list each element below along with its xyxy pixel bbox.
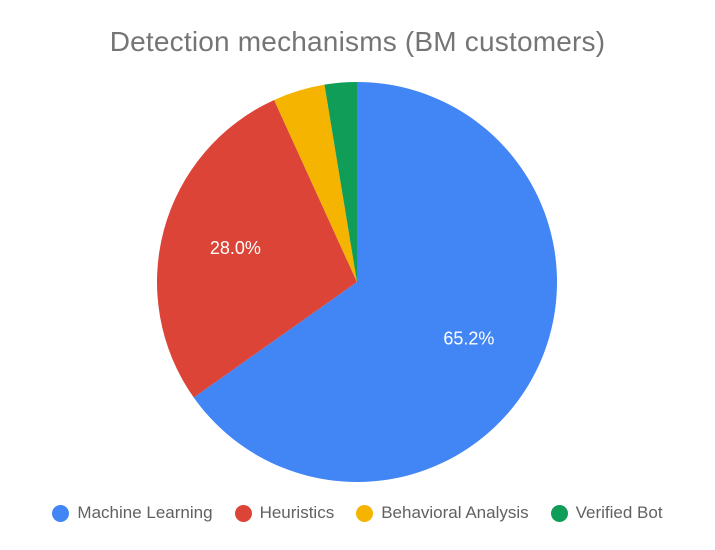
- chart-title: Detection mechanisms (BM customers): [109, 26, 606, 57]
- pie-slice-heuristics[interactable]: [156, 99, 357, 398]
- legend-label: Heuristics: [259, 503, 335, 522]
- pie-chart: 65.2% 28.0%: [156, 82, 557, 483]
- legend-item-heuristics[interactable]: Heuristics: [234, 503, 335, 523]
- legend-item-verified-bot[interactable]: Verified Bot: [550, 503, 663, 523]
- legend-swatch: [356, 504, 374, 522]
- legend-swatch: [550, 504, 568, 522]
- legend-swatch: [234, 504, 252, 522]
- legend-label: Verified Bot: [575, 503, 663, 522]
- pie-slice-verified-bot[interactable]: [324, 82, 357, 282]
- pie-slices: [156, 82, 557, 483]
- data-label-heuristics: 28.0%: [210, 238, 261, 258]
- legend-label: Behavioral Analysis: [381, 503, 529, 522]
- pie-slice-machine-learning[interactable]: [193, 82, 557, 483]
- chart-legend: Machine Learning Heuristics Behavioral A…: [0, 500, 715, 526]
- data-label-machine-learning: 65.2%: [443, 329, 494, 349]
- pie-slice-behavioral-analysis[interactable]: [274, 84, 357, 282]
- legend-item-behavioral-analysis[interactable]: Behavioral Analysis: [356, 503, 529, 523]
- legend-item-machine-learning[interactable]: Machine Learning: [52, 503, 213, 523]
- pie-data-labels: 65.2% 28.0%: [210, 238, 495, 349]
- legend-label: Machine Learning: [77, 503, 213, 522]
- legend-swatch: [52, 504, 70, 522]
